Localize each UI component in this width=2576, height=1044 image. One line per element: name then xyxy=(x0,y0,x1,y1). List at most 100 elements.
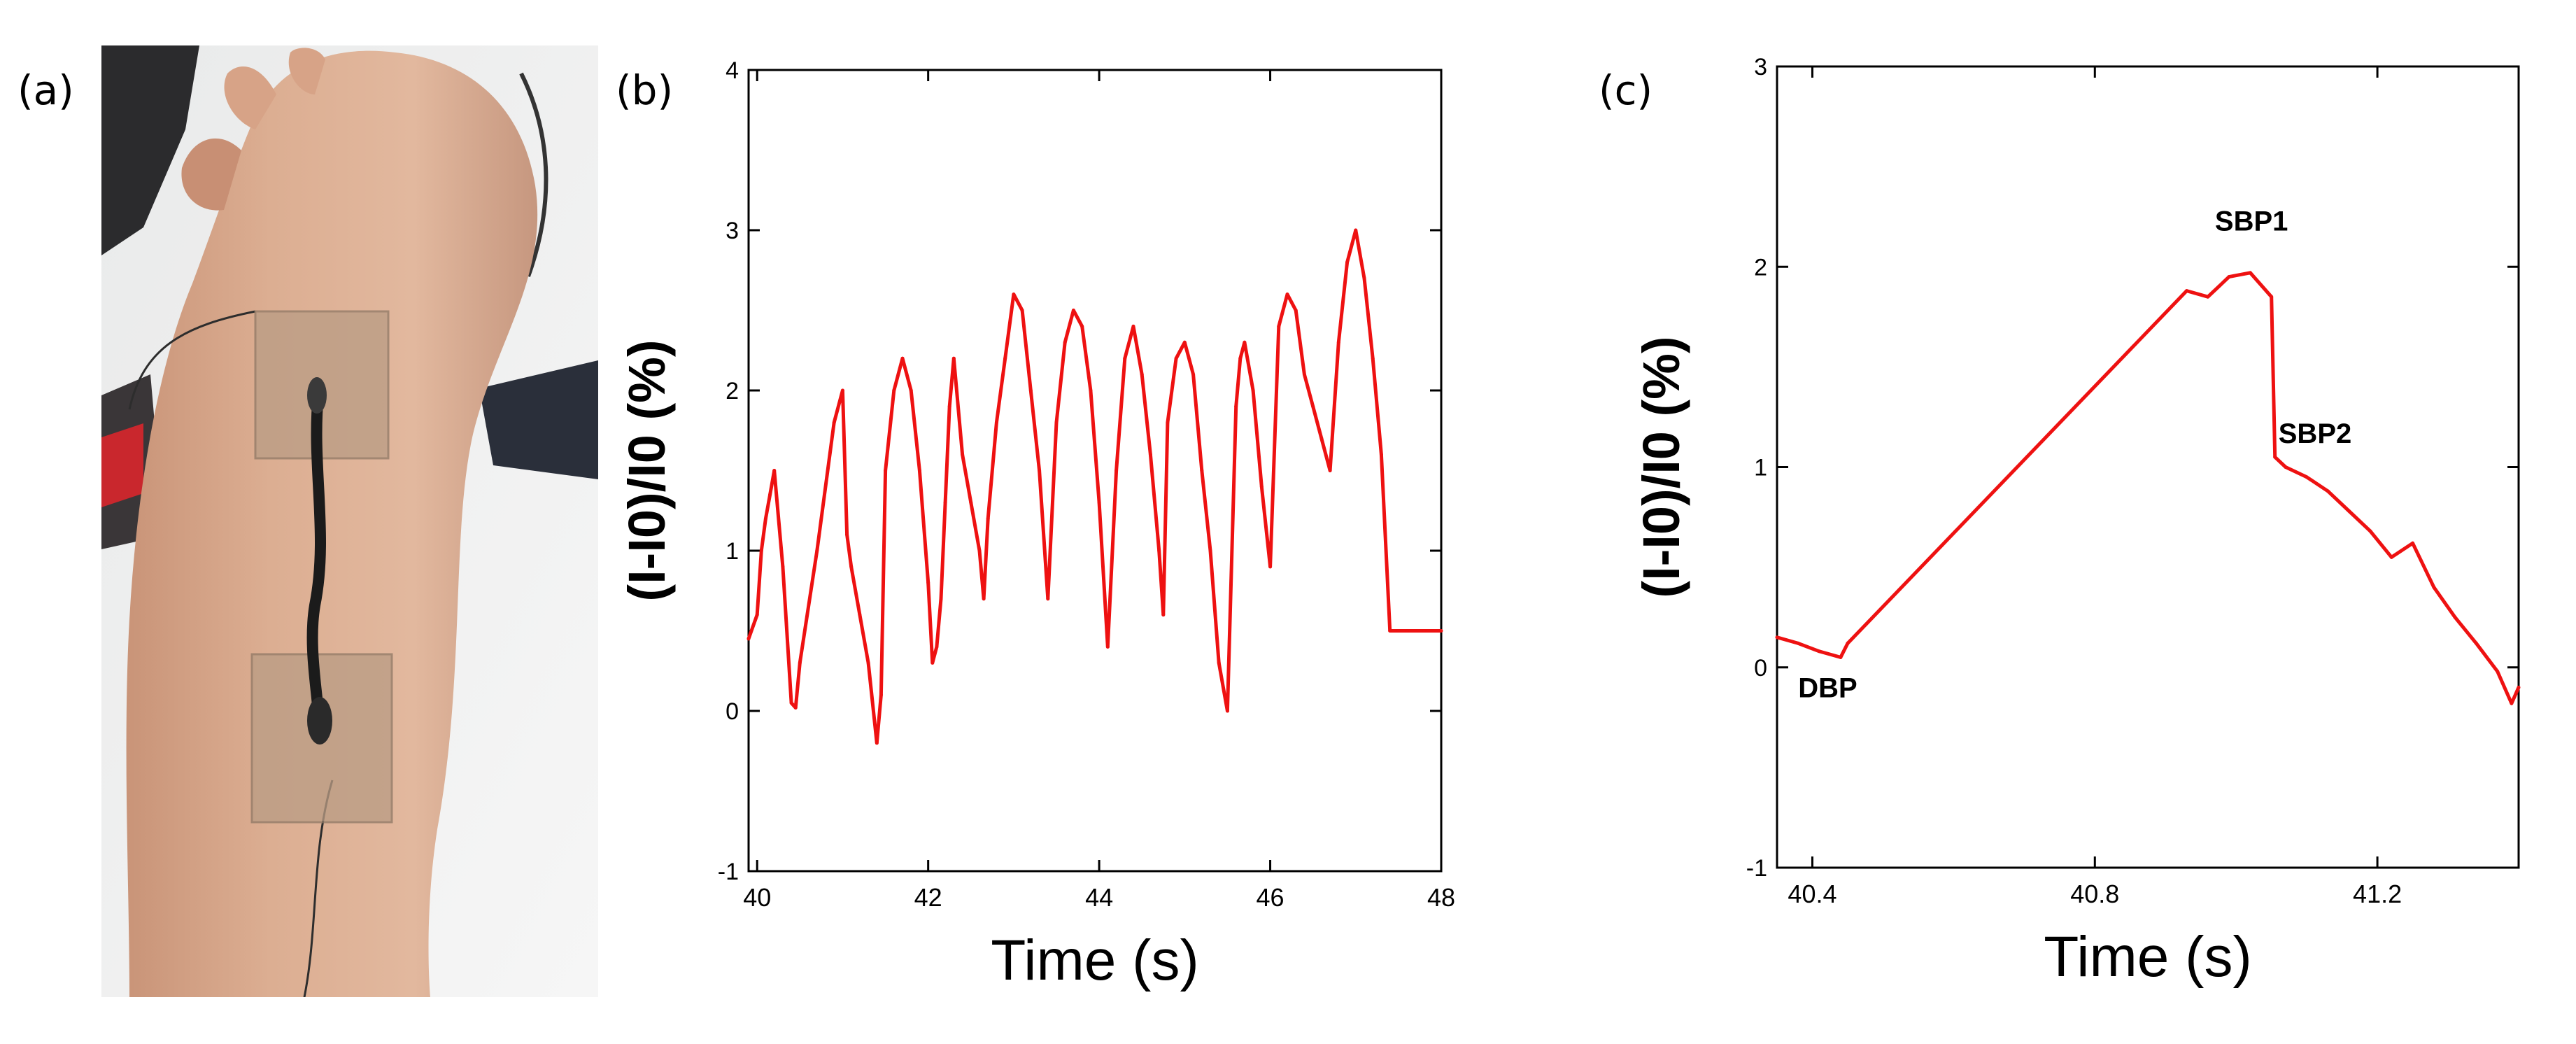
chart-b-container: -1 0 1 2 3 4 40 42 44 46 48 Time (s) (I-I0)/I0 (%) xyxy=(588,28,1595,1025)
data-point xyxy=(1388,629,1392,633)
data-point xyxy=(849,565,854,569)
data-point xyxy=(951,356,956,360)
plot-frame xyxy=(747,69,1443,873)
data-point xyxy=(1071,309,1075,312)
finger xyxy=(288,48,325,94)
data-point xyxy=(969,500,973,505)
data-point xyxy=(900,356,905,360)
data-point xyxy=(982,597,986,601)
data-point xyxy=(781,565,785,569)
sensor-strand xyxy=(306,395,326,718)
data-point xyxy=(1396,629,1401,633)
data-point xyxy=(1839,655,1843,659)
data-point xyxy=(1311,404,1315,409)
y-tick-label: 0 xyxy=(726,698,739,725)
y-tick-label: 1 xyxy=(1754,455,1767,481)
data-point xyxy=(930,661,935,665)
data-point xyxy=(1157,549,1161,553)
data-point xyxy=(1089,388,1093,393)
background-object xyxy=(479,360,598,479)
y-tick-label: -1 xyxy=(718,859,739,885)
annotation-sbp2: SBP2 xyxy=(2279,418,2352,449)
data-point xyxy=(866,661,870,665)
data-point xyxy=(947,404,951,409)
data-point xyxy=(1345,260,1350,264)
data-point xyxy=(1285,292,1289,297)
data-point xyxy=(1054,421,1059,425)
data-point xyxy=(789,701,793,705)
chart-b: -1 0 1 2 3 4 40 42 44 46 48 Time (s) (I-I0)/I0 (%) xyxy=(618,57,1455,992)
data-point xyxy=(1123,356,1127,360)
background-object xyxy=(101,45,199,255)
data-point xyxy=(1268,565,1273,569)
x-tick-label: 48 xyxy=(1427,883,1455,912)
data-point xyxy=(1208,549,1212,553)
data-point xyxy=(759,549,763,553)
chart-c-container: -1 0 1 2 3 40.4 40.8 41.2 Time (s) (I-I0)/I0 (%) D… xyxy=(1595,28,2575,1025)
data-point xyxy=(2517,685,2521,689)
data-point xyxy=(772,469,777,472)
data-point xyxy=(845,532,849,537)
data-point xyxy=(1422,629,1427,633)
y-axis-label: (I-I0)/I0 (%) xyxy=(618,339,676,601)
data-point xyxy=(1319,437,1324,441)
data-point xyxy=(798,661,802,665)
data-point xyxy=(1294,309,1298,312)
y-tick-label: 0 xyxy=(1754,655,1767,682)
y-axis-label: (I-I0)/I0 (%) xyxy=(1632,336,1690,598)
x-tick-label: 40.4 xyxy=(1788,880,1837,908)
data-point xyxy=(926,581,930,585)
x-tick-label: 41.2 xyxy=(2353,880,2402,908)
data-point xyxy=(875,741,879,745)
data-point xyxy=(2326,489,2330,493)
data-point xyxy=(1028,388,1033,393)
data-point xyxy=(1259,484,1264,488)
chart-c: -1 0 1 2 3 40.4 40.8 41.2 Time (s) (I-I0)/I0 (%) D… xyxy=(1632,54,2521,989)
series-line xyxy=(1776,271,2521,705)
y-tick-label: 1 xyxy=(726,538,739,565)
wrist-sensor-illustration xyxy=(101,45,598,998)
data-point xyxy=(2185,289,2189,293)
data-point xyxy=(2305,475,2309,479)
data-point xyxy=(2227,275,2231,279)
data-point xyxy=(943,500,947,505)
data-point xyxy=(1225,709,1229,713)
x-axis-label: Time (s) xyxy=(2044,925,2252,989)
data-point xyxy=(1846,641,1850,645)
finger xyxy=(224,66,276,129)
data-point xyxy=(1251,388,1255,393)
data-point xyxy=(1371,356,1375,360)
data-point xyxy=(1105,644,1110,649)
data-point xyxy=(1166,421,1170,425)
annotation-sbp1: SBP1 xyxy=(2215,206,2288,237)
y-tick-label: 4 xyxy=(726,57,739,84)
data-point xyxy=(763,516,767,521)
data-point xyxy=(2411,541,2415,545)
x-tick-label: 44 xyxy=(1085,883,1113,912)
data-point xyxy=(1818,649,1822,654)
data-point xyxy=(1003,356,1007,360)
background-cable xyxy=(519,72,549,278)
panel-b-label: (b) xyxy=(616,66,674,114)
data-point xyxy=(746,637,751,641)
data-point xyxy=(1336,340,1340,344)
sensor-contact-top xyxy=(307,377,327,414)
finger xyxy=(181,138,241,211)
data-point xyxy=(1063,340,1067,344)
y-tick-label: -1 xyxy=(1746,855,1767,882)
data-point xyxy=(1238,356,1243,360)
data-point xyxy=(994,421,998,425)
data-point xyxy=(1046,597,1050,601)
sensor-contact-bottom xyxy=(307,697,332,745)
data-point xyxy=(2432,585,2436,589)
data-point xyxy=(2368,529,2372,533)
x-tick-label: 42 xyxy=(914,883,942,912)
wrist-sensor-photo xyxy=(101,45,598,998)
data-point xyxy=(1277,324,1281,328)
data-point xyxy=(840,388,844,393)
data-point xyxy=(1431,629,1435,633)
data-point xyxy=(1080,324,1084,328)
data-point xyxy=(1234,404,1238,409)
data-point xyxy=(892,388,896,393)
forearm xyxy=(126,50,538,997)
